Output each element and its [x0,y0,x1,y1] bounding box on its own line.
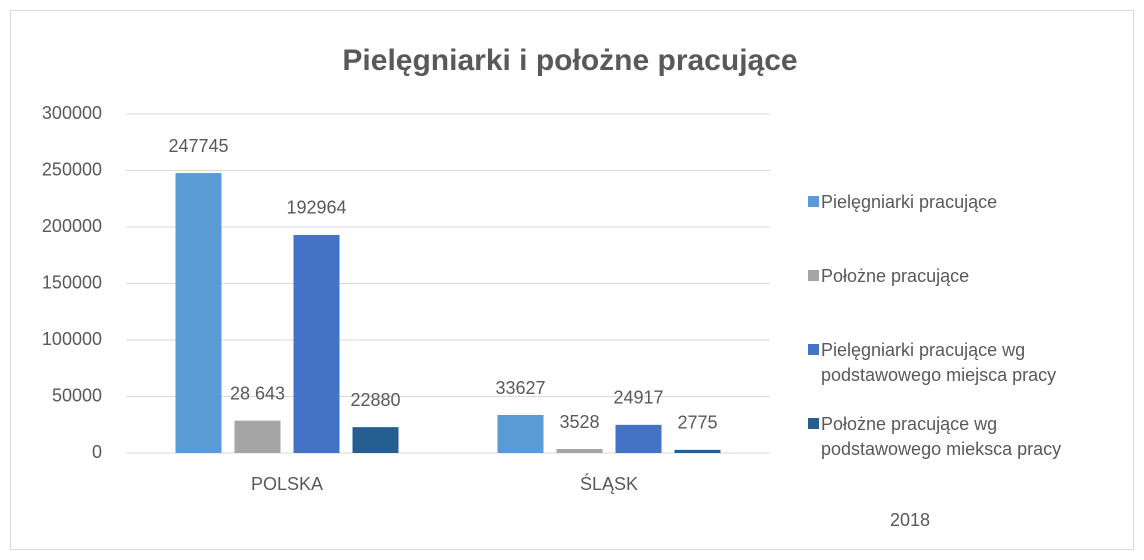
data-label: 28 643 [230,383,285,403]
bar [234,420,281,453]
legend-swatch [808,418,819,429]
data-label: 2775 [677,413,717,433]
legend-swatch [808,270,819,281]
data-label: 247745 [168,136,228,156]
bar [293,234,340,453]
y-tick-label: 200000 [42,216,102,236]
y-tick-label: 150000 [42,272,102,292]
x-tick-label: ŚLĄSK [580,473,638,494]
y-tick-label: 100000 [42,329,102,349]
bar [175,173,222,453]
y-tick-label: 50000 [52,385,102,405]
y-tick-label: 0 [92,442,102,462]
legend-swatch [808,196,819,207]
chart-title: Pielęgniarki i położne pracujące [342,44,797,77]
data-label: 22880 [350,390,400,410]
y-tick-label: 300000 [42,103,102,123]
bar [497,415,544,453]
bar [556,449,603,453]
bar [352,427,399,453]
legend-swatch [808,344,819,355]
legend-item: Położne pracujące [808,264,1098,289]
data-label: 3528 [559,412,599,432]
y-tick-label: 250000 [42,159,102,179]
data-label: 33627 [495,378,545,398]
legend-label: Pielęgniarki pracujące [821,192,998,212]
legend-label: Położne pracujące [821,266,970,286]
bar [674,449,721,453]
legend-item: Położne pracujące wg podstawowego mieksc… [808,412,1098,462]
legend-item: Pielęgniarki pracujące wg podstawowego m… [808,338,1098,388]
legend-label: Położne pracujące wg podstawowego mieksc… [821,414,1062,459]
data-label: 24917 [613,388,663,408]
bar [615,424,662,453]
data-label: 192964 [286,198,346,218]
legend-label: Pielęgniarki pracujące wg podstawowego m… [821,340,1057,385]
annotation: 2018 [890,510,930,530]
legend-item: Pielęgniarki pracujące [808,190,1098,215]
x-tick-label: POLSKA [251,474,323,494]
